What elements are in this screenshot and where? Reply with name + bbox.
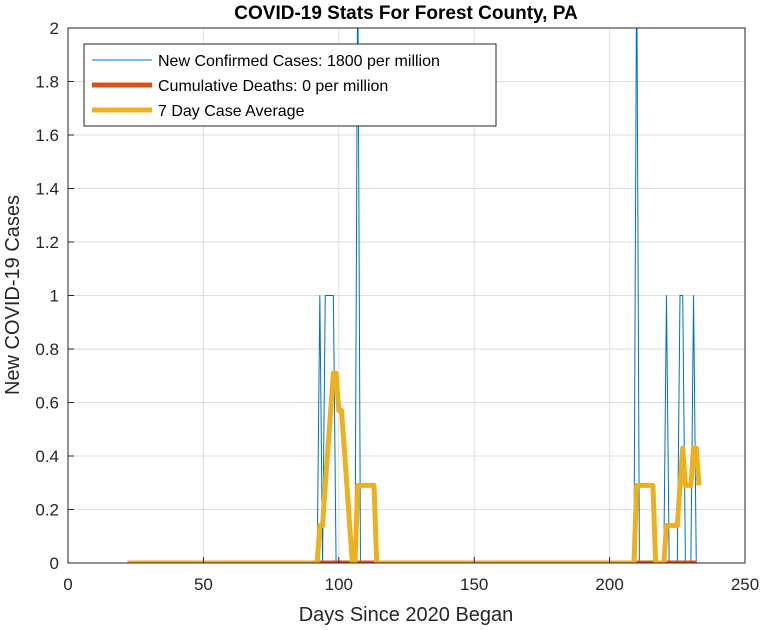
legend-label-new-cases: New Confirmed Cases: 1800 per million	[158, 53, 440, 70]
y-tick-label: 1.4	[35, 180, 59, 199]
x-tick-label: 150	[460, 575, 488, 594]
y-tick-label: 2	[50, 19, 59, 38]
y-tick-label: 1.8	[35, 73, 59, 92]
y-tick-label: 0.8	[35, 340, 59, 359]
series-line-7-day-average	[127, 370, 702, 563]
ticks: 0 50 100 150 200 250 0 0.2 0.4 0.6 0.8 1 1.2 1.4 1.6 1.…	[35, 19, 759, 594]
y-axis-title: New COVID-19 Cases	[2, 195, 24, 395]
x-tick-label: 250	[731, 575, 759, 594]
y-tick-label: 0.2	[35, 501, 59, 520]
legend-label-7-day-average: 7 Day Case Average	[158, 103, 305, 120]
x-axis-title: Days Since 2020 Began	[299, 604, 514, 626]
legend-box	[83, 43, 497, 127]
series-layer	[127, 28, 702, 563]
series-line-new-cases	[127, 28, 697, 563]
legend-label-deaths: Cumulative Deaths: 0 per million	[158, 78, 388, 95]
y-tick-label: 1.6	[35, 126, 59, 145]
y-tick-label: 0	[50, 554, 59, 573]
y-tick-label: 0.6	[35, 394, 59, 413]
legend: New Confirmed Cases: 1800 per million Cu…	[83, 43, 497, 127]
x-tick-label: 100	[325, 575, 353, 594]
chart-title: COVID-19 Stats For Forest County, PA	[234, 3, 578, 24]
x-tick-label: 200	[595, 575, 623, 594]
x-tick-label: 0	[63, 575, 72, 594]
x-tick-label: 50	[194, 575, 213, 594]
y-tick-label: 1.2	[35, 233, 59, 252]
y-tick-label: 0.4	[35, 447, 59, 466]
y-tick-label: 1	[50, 287, 59, 306]
